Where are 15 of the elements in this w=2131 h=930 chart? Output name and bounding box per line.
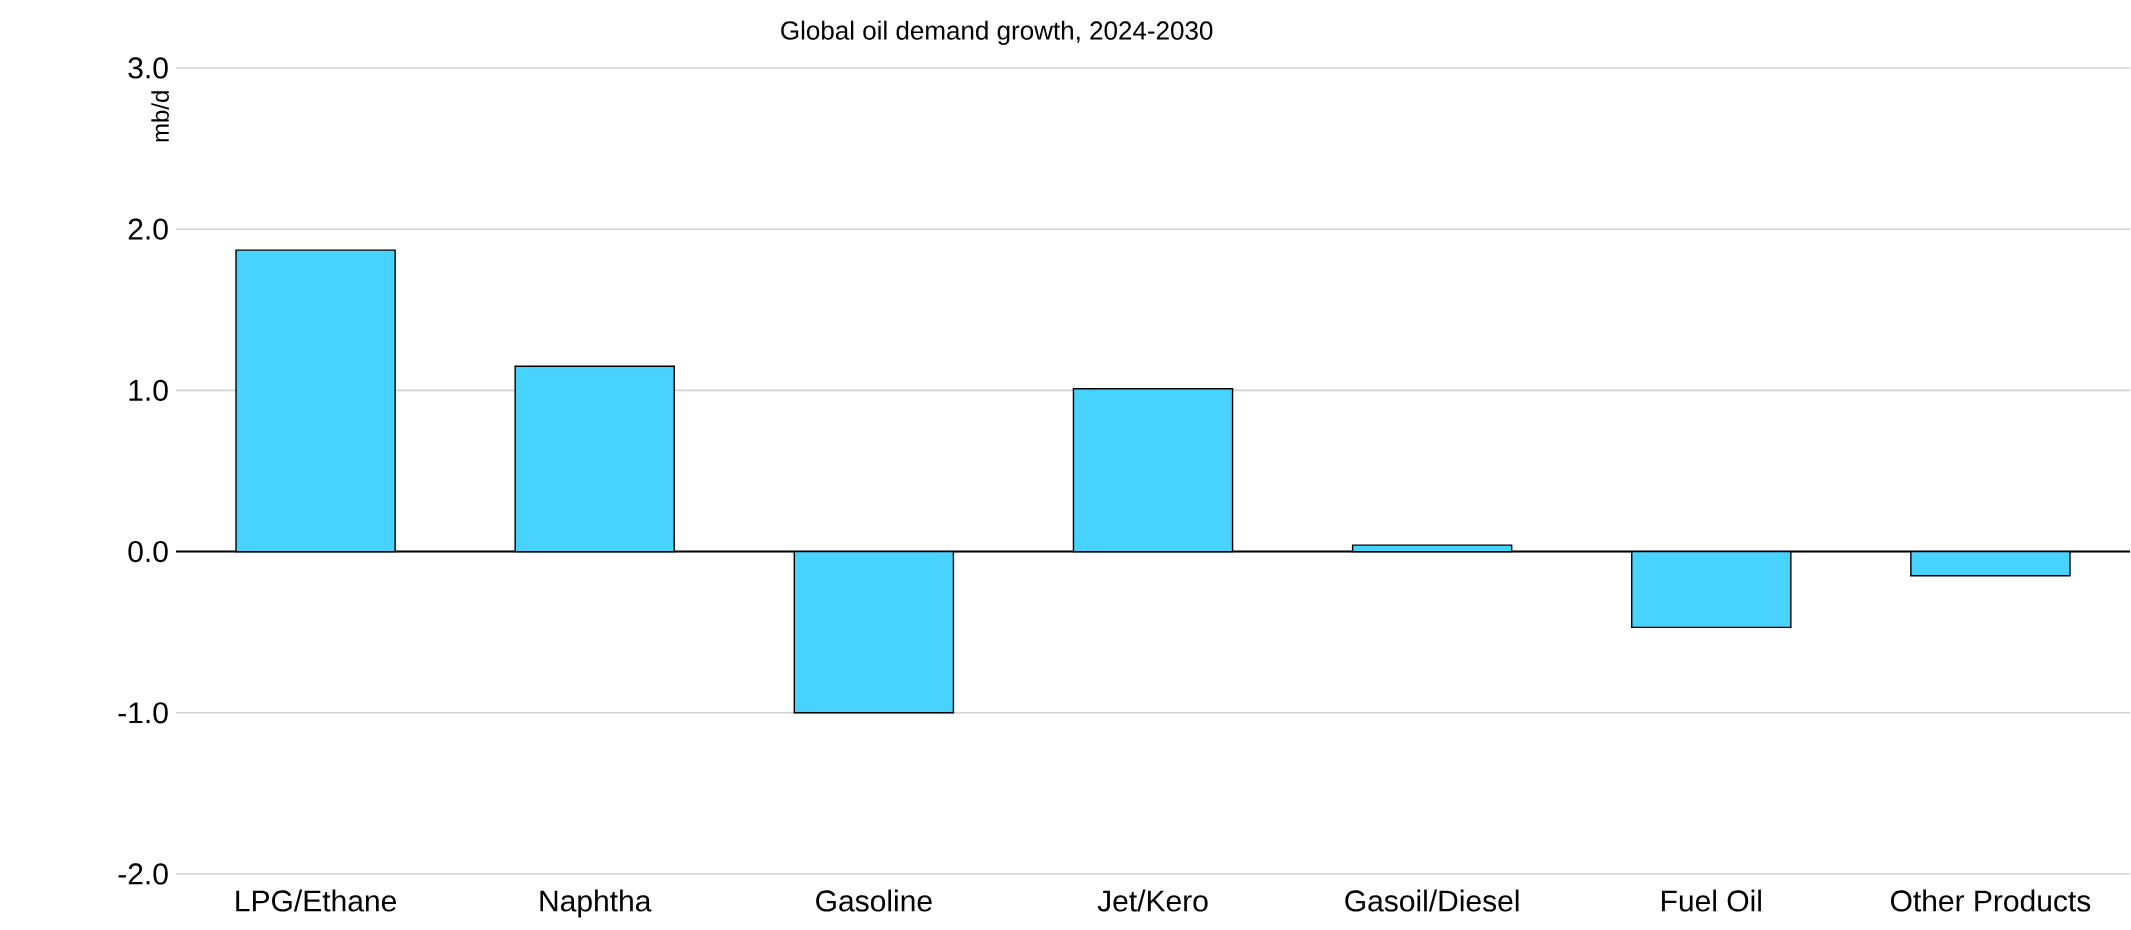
chart-title: Global oil demand growth, 2024-2030 bbox=[781, 20, 1213, 45]
y-tick-label: 2.0 bbox=[128, 218, 168, 240]
x-tick-label: Fuel Oil bbox=[1662, 889, 1761, 912]
x-tick-label: Jet/Kero bbox=[1097, 889, 1208, 912]
x-tick-label: LPG/Ethane bbox=[236, 889, 396, 912]
y-tick-label: -2.0 bbox=[118, 863, 168, 885]
y-axis-title: mb/d bbox=[151, 91, 169, 142]
x-tick-label: Other Products bbox=[1890, 889, 2091, 912]
y-tick-label: 0.0 bbox=[128, 540, 168, 563]
x-tick-label: Gasoil/Diesel bbox=[1345, 889, 1519, 912]
x-tick-label: Naphtha bbox=[540, 889, 652, 918]
x-tick-label: Gasoline bbox=[816, 889, 932, 912]
y-tick-label: -1.0 bbox=[118, 702, 168, 724]
y-tick-label: 1.0 bbox=[129, 379, 168, 401]
y-tick-label: 3.0 bbox=[128, 57, 168, 79]
